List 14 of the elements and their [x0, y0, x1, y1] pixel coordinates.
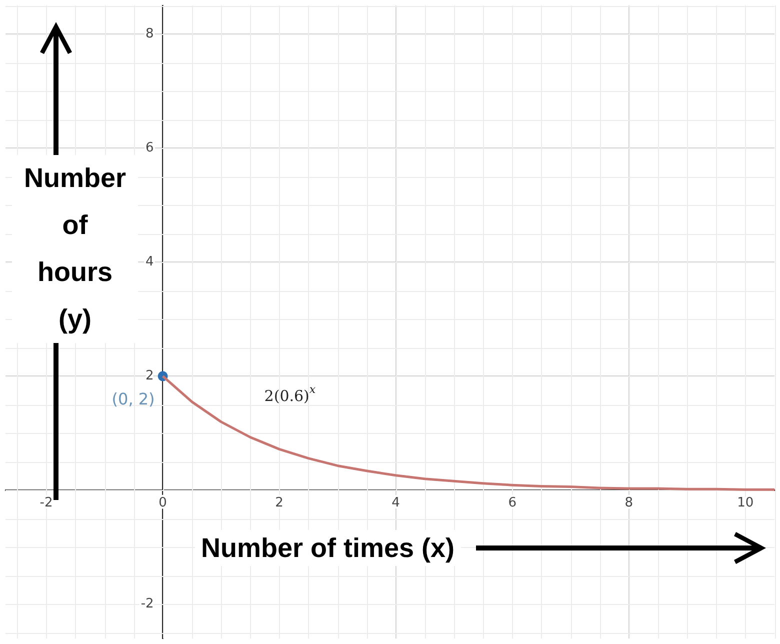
y-tick-label: -2 — [140, 596, 154, 612]
x-tick-label: 10 — [737, 496, 754, 511]
annotation: (0, 2) — [112, 389, 155, 408]
x-tick-label: 6 — [508, 496, 516, 511]
x-axis-title: Number of times (x) — [195, 530, 461, 566]
y-tick-label: 2 — [146, 368, 154, 384]
y-tick-label: 4 — [146, 254, 154, 270]
x-tick-label: 8 — [624, 496, 633, 511]
x-tick-label: 4 — [392, 496, 400, 511]
y-tick-label: 6 — [146, 140, 154, 156]
x-tick-label: 2 — [275, 496, 284, 511]
y-axis-title: Number of hours (y) — [12, 155, 138, 343]
y-tick-label: 8 — [146, 26, 154, 42]
x-tick-label: -2 — [40, 496, 53, 511]
